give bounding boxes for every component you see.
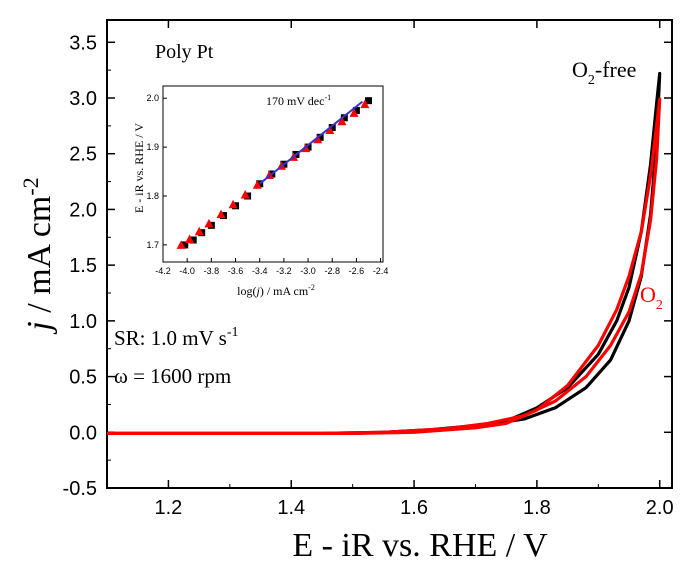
inset-point-red [228,199,238,209]
inset-x-tick-label: -3.4 [252,266,268,276]
inset-x-tick-label: -3.0 [300,266,316,276]
series-label-o2: O2 [640,282,663,313]
inset-point-red [216,209,226,219]
inset-y-tick-label: 1.8 [146,191,159,201]
x-tick-label: 2.0 [646,497,674,519]
inset-point-red [325,125,335,134]
inset-y-tick-label: 2.0 [146,93,159,103]
main-series [107,71,662,435]
inset-point-black [189,236,197,244]
inset-point-black [181,241,189,249]
x-axis-label: E - iR vs. RHE / V [292,527,548,564]
inset-x-tick-label: -4.0 [179,266,195,276]
inset-x-tick-label: -4.2 [155,266,171,276]
inset-y-tick-label: 1.9 [146,142,159,152]
rotation-rate-label: ω = 1600 rpm [114,364,231,388]
inset-point-red [349,108,359,117]
inset-fit-line [259,100,364,185]
y-tick-label: 2.0 [69,199,97,221]
inset-slope-label: 170 mV dec-1 [266,93,331,108]
y-tick-label: 2.5 [69,144,97,166]
inset-point-red [176,240,186,249]
y-tick-label: 1.0 [69,311,97,333]
scan-rate-label: SR: 1.0 mV s-1 [114,325,239,350]
inset-point-red [252,180,262,189]
inset-point-red [240,190,250,199]
inset-point-black [304,143,312,151]
inset-point-black [328,124,336,132]
inset-x-tick-label: -2.6 [349,266,365,276]
inset-point-black [316,133,324,141]
series-label-o2-free: O2-free [572,57,636,88]
main-plot-frame [106,19,673,489]
y-axis-label: j / mA cm-2 [18,177,58,334]
y-tick-label: 1.5 [69,255,97,277]
inset-x-tick-label: -2.4 [373,266,389,276]
y-tick-label: -0.5 [63,478,97,500]
x-tick-label: 1.6 [400,497,428,519]
inset-point-black [352,106,360,114]
inset-point-red [194,226,204,236]
inset-chart: -4.2 -4.0 -3.8 -3.6 -3.4 -3.2 -3.0 -2.8 -2.6 -2.4… [132,85,388,298]
inset-point-black [364,97,372,105]
inset-point-red [204,218,214,228]
sample-label: Poly Pt [155,41,214,63]
x-tick-label: 1.2 [155,497,183,519]
inset-point-red [360,99,370,109]
x-tick-label: 1.8 [523,497,551,519]
inset-point-red [337,116,347,126]
y-tick-label: 0.0 [69,422,97,444]
y-tick-label: 3.5 [69,32,97,54]
inset-ticks: -4.2 -4.0 -3.8 -3.6 -3.4 -3.2 -3.0 -2.8 -2.6 -2.4… [146,93,388,276]
inset-x-tick-label: -3.2 [276,266,292,276]
inset-x-tick-label: -2.8 [324,266,340,276]
x-tick-label: 1.4 [277,497,305,519]
inset-point-black [340,114,348,122]
inset-point-red [185,234,195,244]
inset-series [176,97,372,249]
series-line-o2 [107,97,662,435]
inset-x-tick-label: -3.8 [204,266,220,276]
inset-y-axis-label: E - iR vs. RHE / V [132,123,146,213]
y-tick-label: 3.0 [69,88,97,110]
inset-x-axis-label: log(j) / mA cm-2 [237,283,315,298]
main-ticks: 1.2 1.4 1.6 1.8 2.0 -0.5 0.0 0.5 1.0 1.5 2.0 2.5 3.0… [63,20,674,519]
inset-x-tick-label: -3.6 [228,266,244,276]
inset-y-tick-label: 1.7 [146,240,159,250]
y-tick-label: 0.5 [69,367,97,389]
inset-point-red [313,134,323,144]
